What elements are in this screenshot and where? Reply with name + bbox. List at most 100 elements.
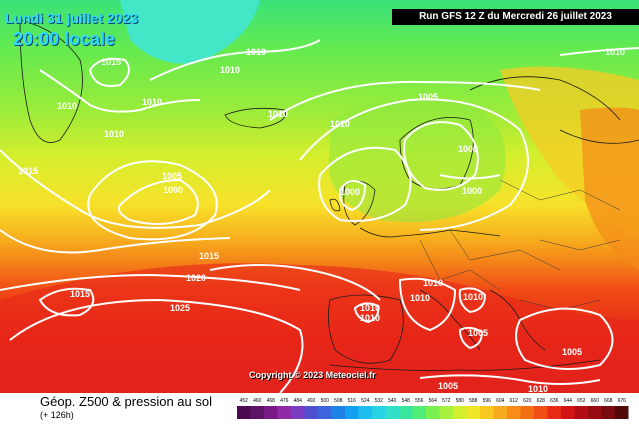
legend-swatch	[561, 406, 575, 419]
isobar-label: 1010	[410, 293, 430, 303]
trough-scandinavia	[328, 97, 506, 222]
coastlines	[19, 19, 639, 371]
isobar-label: 1010	[220, 65, 240, 75]
copyright: Copyright © 2023 Meteociel.fr	[249, 370, 376, 380]
legend-tick: 644	[564, 398, 573, 404]
legend-swatch	[439, 406, 453, 419]
isobar-label: 1010	[268, 109, 288, 119]
legend-swatch	[237, 406, 251, 419]
isobar-label: 1025	[170, 303, 190, 313]
isobar-label: 1010	[57, 101, 77, 111]
legend-swatch	[277, 406, 291, 419]
legend-tick: 676	[618, 398, 627, 404]
forecast-date: Lundi 31 juillet 2023	[5, 10, 139, 26]
isobar-label: 1005	[418, 92, 438, 102]
legend-tick: 492	[307, 398, 316, 404]
isobar-label: 1005	[468, 328, 488, 338]
legend-swatch	[453, 406, 467, 419]
isobar-label: 1010	[360, 313, 380, 323]
isobar-label: 1010	[246, 47, 266, 57]
legend-tick: 604	[496, 398, 505, 404]
legend-tick: 508	[334, 398, 343, 404]
isobar-label: 1000	[462, 186, 482, 196]
isobar-label: 1005	[162, 171, 182, 181]
legend-tick: 500	[321, 398, 330, 404]
z500-map: 1010 1015 1010 1010 1010 1010 1015 1005 …	[0, 0, 639, 393]
legend-tick: 620	[523, 398, 532, 404]
legend-tick: 588	[469, 398, 478, 404]
legend-tick: 564	[429, 398, 438, 404]
legend-swatch	[493, 406, 507, 419]
footer-subtitle: (+ 126h)	[40, 410, 74, 420]
legend-swatch	[264, 406, 278, 419]
isobar-label: 1010	[528, 384, 548, 393]
cyan-patch	[120, 0, 260, 64]
legend-tick: 516	[348, 398, 357, 404]
forecast-time: 20:00 locale	[13, 29, 116, 49]
isobar-label: 1010	[330, 119, 350, 129]
legend-swatch	[588, 406, 602, 419]
legend-tick: 596	[483, 398, 492, 404]
legend-swatch	[412, 406, 426, 419]
legend-tick: 524	[361, 398, 370, 404]
legend-swatch	[318, 406, 332, 419]
isobar-label: 1010	[142, 97, 162, 107]
legend-swatch	[304, 406, 318, 419]
legend-swatch	[574, 406, 588, 419]
legend-swatch	[331, 406, 345, 419]
legend-tick: 548	[402, 398, 411, 404]
isobar-label: 1015	[199, 251, 219, 261]
legend-swatch	[466, 406, 480, 419]
isobar-label: 1020	[186, 273, 206, 283]
legend-tick: 484	[294, 398, 303, 404]
legend-tick: 572	[442, 398, 451, 404]
isobar-label: 1015	[18, 166, 38, 176]
legend-swatch	[345, 406, 359, 419]
legend-tick: 532	[375, 398, 384, 404]
isobar-label: 1005	[438, 381, 458, 391]
legend-swatch	[507, 406, 521, 419]
isobar-label: 1000	[340, 187, 360, 197]
footer-title: Géop. Z500 & pression au sol	[40, 394, 212, 409]
run-banner: Run GFS 12 Z du Mercredi 26 juillet 2023	[392, 9, 639, 25]
heat-dome-south	[0, 263, 639, 393]
legend-tick: 628	[537, 398, 546, 404]
isobar-label: 1010	[423, 278, 443, 288]
legend-swatch	[547, 406, 561, 419]
legend-swatch	[372, 406, 386, 419]
legend-swatch	[615, 406, 629, 419]
isobar-label: 1015	[101, 57, 121, 67]
isobars	[0, 39, 639, 393]
isobar-label: 1010	[463, 292, 483, 302]
legend-swatch	[534, 406, 548, 419]
legend-tick: 660	[591, 398, 600, 404]
isobar-label: 1005	[562, 347, 582, 357]
legend-swatch	[520, 406, 534, 419]
legend-tick: 612	[510, 398, 519, 404]
legend-tick: 636	[550, 398, 559, 404]
legend-tick: 580	[456, 398, 465, 404]
isobar-label: 1010	[104, 129, 124, 139]
legend-swatch	[399, 406, 413, 419]
isobar-label: 1015	[70, 289, 90, 299]
legend-swatch	[601, 406, 615, 419]
color-legend: 452 460 468 476 484 492 500 508 516 524 532 540 548 5…	[237, 398, 629, 419]
isobar-label: 1000	[163, 185, 183, 195]
heat-east	[580, 107, 639, 270]
legend-swatch	[250, 406, 264, 419]
legend-tick: 476	[280, 398, 289, 404]
legend-tick: 668	[604, 398, 613, 404]
legend-tick: 556	[415, 398, 424, 404]
isobar-label: 1000	[458, 144, 478, 154]
legend-tick: 468	[267, 398, 276, 404]
isobar-label: 1010	[605, 47, 625, 57]
isobar-label: 1010	[360, 303, 380, 313]
legend-tick: 460	[253, 398, 262, 404]
legend-tick: 652	[577, 398, 586, 404]
legend-swatch	[358, 406, 372, 419]
legend-swatch	[385, 406, 399, 419]
legend-swatch	[426, 406, 440, 419]
legend-tick: 540	[388, 398, 397, 404]
legend-swatch	[480, 406, 494, 419]
